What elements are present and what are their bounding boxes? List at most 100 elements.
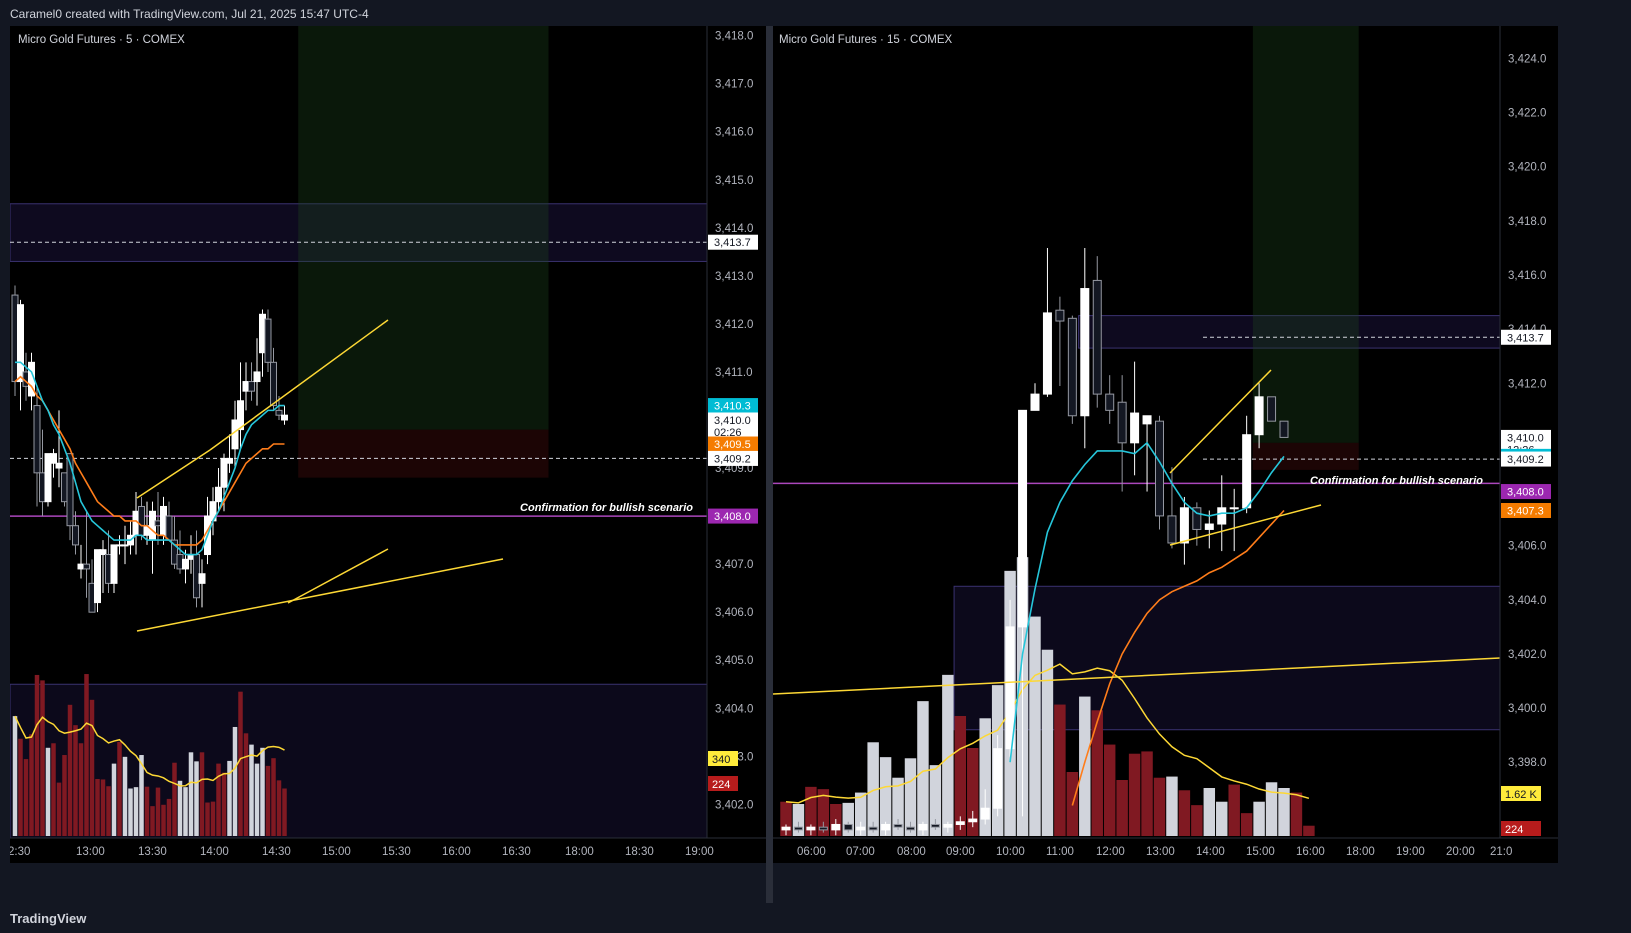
chart-svg: Confirmation for bullish scenario 3,424.0…: [773, 26, 1558, 863]
x-tick-label: 20:00: [1446, 846, 1475, 858]
x-tick-label: 18:00: [1346, 846, 1375, 858]
candle-body: [1030, 393, 1040, 411]
x-tick-label: 14:00: [1196, 846, 1225, 858]
volume-bar: [34, 674, 40, 836]
chart-svg: Confirmation for bullish scenario 3,418.0…: [10, 26, 766, 863]
candle-body: [881, 823, 891, 831]
candle-body: [275, 409, 283, 416]
candle-body: [806, 826, 816, 831]
candle-body: [1192, 507, 1202, 530]
candle-body: [1130, 412, 1140, 444]
volume-bar: [29, 734, 34, 836]
volume-bar: [111, 763, 117, 836]
candle-body: [264, 318, 272, 363]
price-label: 3,410.0: [1507, 432, 1544, 444]
volume-bar: [122, 756, 128, 836]
volume-bar: [62, 755, 67, 836]
volume-bar: [117, 741, 122, 836]
x-tick-label: 11:00: [1046, 846, 1074, 858]
x-tick-label: 19:00: [685, 846, 714, 858]
volume-bar: [1240, 813, 1253, 836]
candle-body: [980, 807, 990, 820]
y-tick-label: 3,417.0: [715, 79, 753, 91]
y-tick-label: 3,416.0: [1508, 270, 1546, 282]
volume-bar: [100, 779, 106, 836]
candle-body: [66, 453, 74, 527]
price-label: 3,407.3: [1507, 505, 1544, 517]
trendline: [773, 657, 1501, 695]
candle-body: [1042, 312, 1052, 395]
x-tick-label: 09:00: [946, 846, 975, 858]
x-tick-label: 13:00: [76, 846, 105, 858]
tradingview-logo[interactable]: TradingView: [10, 911, 86, 926]
volume-bar: [23, 759, 29, 836]
volume-bar: [89, 699, 95, 836]
candle-body: [215, 486, 222, 503]
volume-bar: [221, 772, 227, 836]
candle-body: [1179, 507, 1189, 544]
volume-bar: [210, 801, 216, 836]
x-tick-label: 07:00: [846, 846, 875, 858]
volume-bar: [188, 752, 194, 836]
candle-body: [99, 549, 107, 556]
volume-bar: [155, 787, 161, 836]
volume-bar: [1290, 792, 1303, 836]
price-label-bg: [1501, 451, 1551, 467]
candle-body: [220, 457, 228, 488]
volume-label: 224: [1505, 824, 1523, 836]
candle-body: [1067, 317, 1077, 417]
annotation-text: Confirmation for bullish scenario: [520, 502, 693, 514]
volume-bar: [867, 742, 879, 836]
volume-bar: [84, 674, 89, 836]
volume-ma-line: [785, 663, 1310, 804]
candle-body: [248, 381, 255, 392]
volume-bar: [792, 804, 805, 836]
volume-bar: [929, 765, 942, 836]
candle-body: [83, 563, 90, 570]
price-label-bg: [708, 234, 758, 250]
y-tick-label: 3,406.0: [1508, 541, 1546, 553]
y-tick-label: 3,411.0: [715, 367, 753, 379]
candle-body: [893, 823, 903, 828]
candle-body: [1242, 434, 1252, 509]
volume-bar: [12, 716, 18, 836]
candle-body: [1167, 515, 1177, 544]
volume-bar: [879, 757, 892, 836]
volume-bar: [967, 748, 979, 836]
volume-label: 1.62 K: [1505, 789, 1537, 801]
volume-bar: [1191, 805, 1203, 836]
price-label: 3,409.2: [714, 453, 751, 465]
price-label: 3,413.7: [1507, 332, 1544, 344]
attribution-bar: Caramel0 created with TradingView.com, J…: [0, 0, 1631, 26]
price-label-bg: [1501, 502, 1551, 518]
y-tick-label: 3,418.0: [1508, 216, 1546, 228]
volume-bar: [1253, 801, 1265, 836]
logo-text: TradingView: [10, 911, 87, 926]
chart-pane-15min[interactable]: Confirmation for bullish scenario 3,424.0…: [773, 26, 1558, 863]
volume-label-bg: [1501, 786, 1541, 801]
volume-bar: [817, 789, 830, 836]
chart-pane-5min[interactable]: Confirmation for bullish scenario 3,418.0…: [10, 26, 766, 863]
candle-body: [831, 823, 841, 831]
volume-bar: [1228, 784, 1240, 836]
volume-bar: [128, 788, 133, 836]
x-tick-label: 16:00: [442, 846, 471, 858]
volume-bar: [150, 806, 155, 836]
candle-body: [110, 544, 118, 584]
candle-body: [165, 515, 173, 541]
candle-body: [906, 826, 915, 831]
price-label-bg: [708, 412, 758, 439]
y-tick-label: 3,398.0: [1508, 757, 1546, 769]
volume-bar: [67, 704, 73, 836]
countdown-label: 02:26: [714, 427, 742, 439]
volume-bar: [1054, 704, 1066, 836]
volume-bar: [1116, 780, 1128, 836]
volume-bar: [1079, 696, 1091, 836]
pane-divider: [766, 26, 773, 903]
volume-bar: [954, 716, 967, 836]
volume-bar: [249, 744, 254, 836]
candle-body: [918, 823, 928, 831]
x-tick-label: 10:00: [996, 846, 1025, 858]
volume-bar: [854, 792, 867, 836]
volume-bar: [1303, 825, 1315, 836]
